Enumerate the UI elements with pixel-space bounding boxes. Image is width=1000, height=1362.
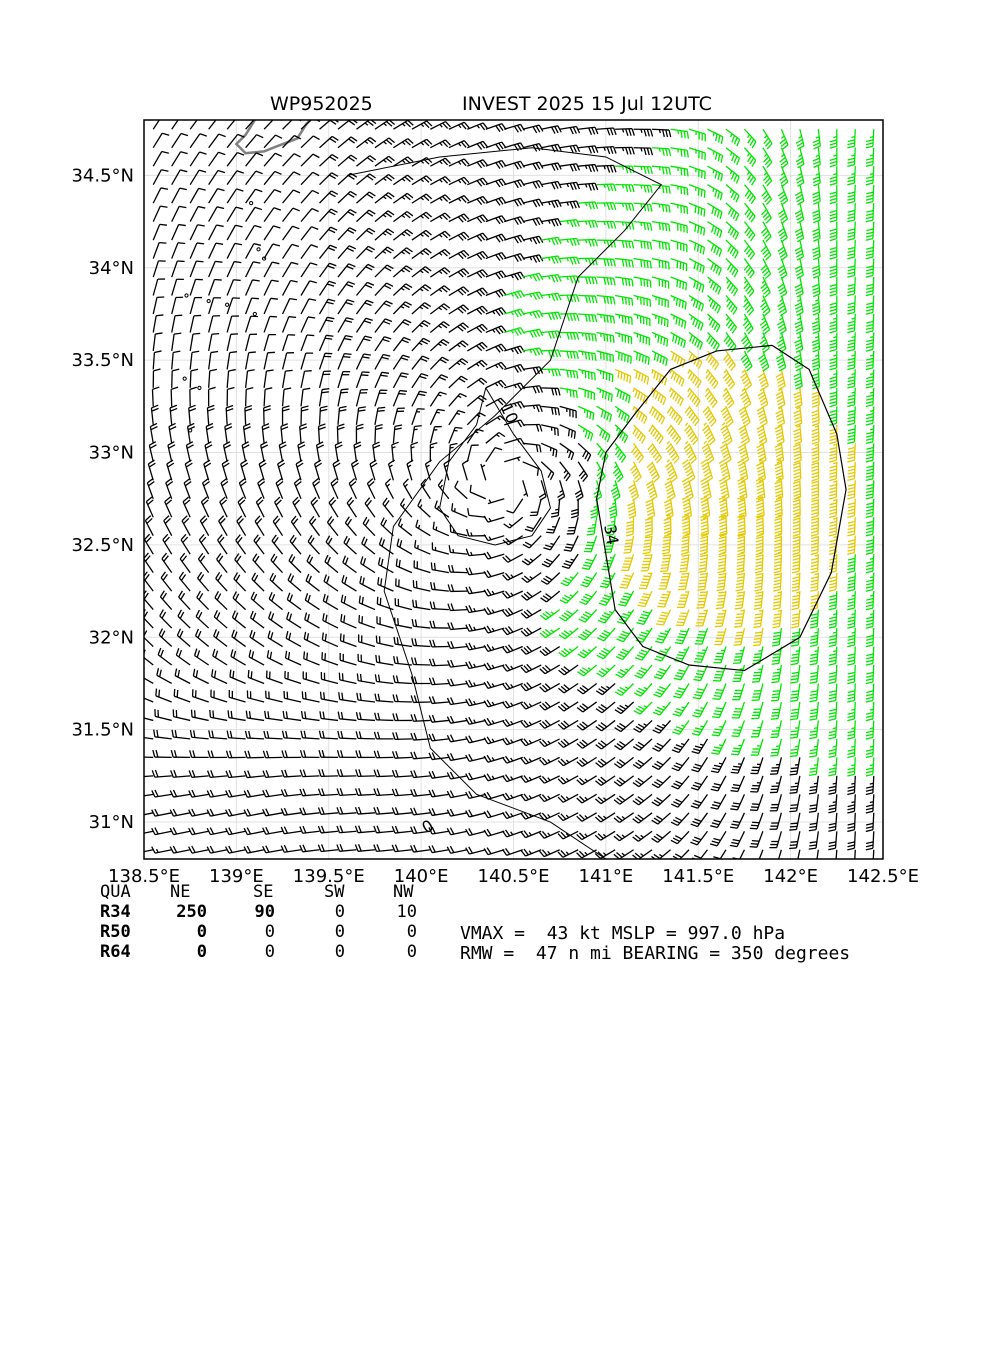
intensity-info: VMAX = 43 kt MSLP = 997.0 hPa (460, 923, 785, 944)
lat-tick-label: 32.5°N (71, 535, 134, 556)
r64-ne: 0 (152, 942, 207, 962)
r50-ne: 0 (152, 922, 207, 942)
row-label-r34: R34 (100, 902, 131, 922)
row-label-r50: R50 (100, 922, 131, 942)
lon-tick-label: 140.5°E (478, 866, 550, 887)
table-header-se: SE (253, 882, 273, 902)
r50-se: 0 (220, 922, 275, 942)
lat-tick-label: 31.5°N (71, 720, 134, 741)
lat-tick-label: 33.5°N (71, 350, 134, 371)
r50-sw: 0 (290, 922, 345, 942)
lon-tick-label: 142.5°E (847, 866, 919, 887)
r34-sw: 0 (290, 902, 345, 922)
contour-label: 34 (600, 523, 622, 546)
r34-nw: 10 (362, 902, 417, 922)
lat-tick-label: 33°N (89, 443, 134, 464)
table-header-sw: SW (324, 882, 344, 902)
table-header-nw: NW (393, 882, 413, 902)
r64-se: 0 (220, 942, 275, 962)
lat-tick-label: 34.5°N (71, 165, 134, 186)
table-header-qua: QUA (100, 882, 131, 902)
r64-sw: 0 (290, 942, 345, 962)
row-label-r64: R64 (100, 942, 131, 962)
lat-tick-label: 31°N (89, 812, 134, 833)
r34-se: 90 (220, 902, 275, 922)
table-header-ne: NE (170, 882, 190, 902)
lon-tick-label: 141.5°E (662, 866, 734, 887)
lon-tick-label: 142°E (763, 866, 818, 887)
r34-ne: 250 (152, 902, 207, 922)
r64-nw: 0 (362, 942, 417, 962)
rmw-info: RMW = 47 n mi BEARING = 350 degrees (460, 943, 850, 964)
r50-nw: 0 (362, 922, 417, 942)
lat-tick-label: 32°N (89, 627, 134, 648)
lat-tick-label: 34°N (89, 258, 134, 279)
wind-radii-table: QUA NE SE SW NW R34 250 90 0 10 R50 0 0 … (100, 882, 430, 972)
lon-tick-label: 141°E (579, 866, 634, 887)
